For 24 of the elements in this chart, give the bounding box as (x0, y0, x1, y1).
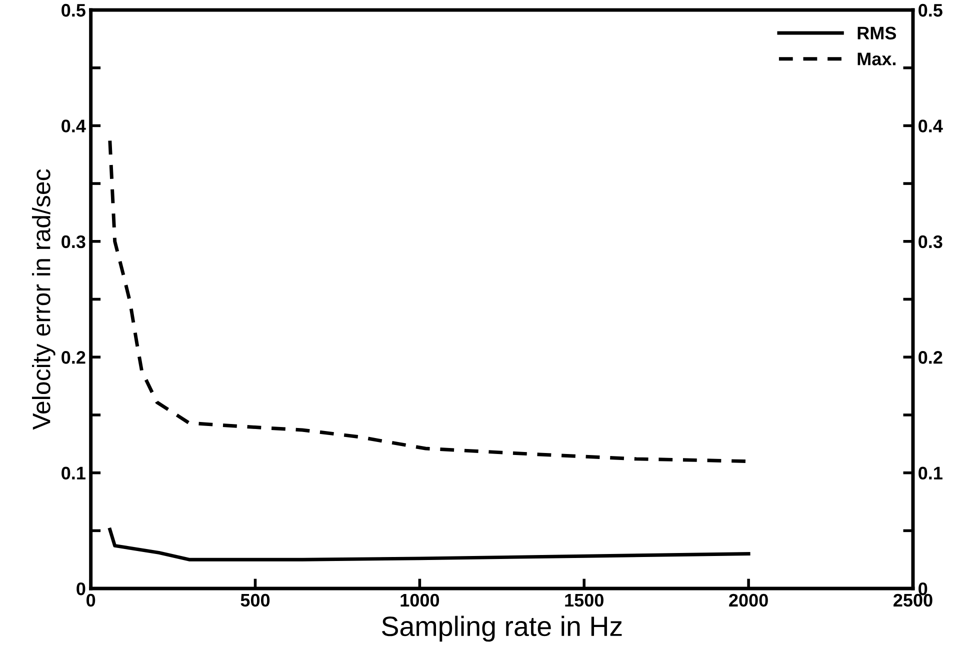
y-axis-title: Velocity error in rad/sec (32, 169, 56, 430)
legend-label: RMS (858, 26, 896, 40)
y2-tick-label: 0.1 (918, 466, 942, 480)
x-tick-label: 2000 (729, 594, 768, 607)
y-tick-label: 0.2 (62, 351, 86, 364)
x-tick-label: 1000 (400, 594, 440, 607)
y-tick-label: 0 (76, 582, 86, 596)
x-tick-label: 500 (240, 594, 270, 607)
line-series (108, 138, 748, 463)
y2-tick-label: 0.3 (918, 235, 942, 248)
line-series (108, 528, 750, 562)
y-tick-label: 0.5 (62, 4, 86, 17)
x-tick-label: 1500 (565, 594, 604, 607)
y2-tick-label: 0.4 (918, 120, 943, 132)
y-tick-label: 0.4 (62, 120, 86, 132)
x-tick-label: 2500 (894, 594, 932, 607)
legend-label: Max. (858, 52, 896, 66)
x-tick-label: 0 (86, 594, 96, 607)
y-tick-label: 0.3 (62, 235, 86, 248)
y2-tick-label: 0 (918, 582, 928, 596)
y-tick-label: 0.1 (62, 466, 86, 480)
y2-tick-label: 0.5 (918, 4, 942, 17)
y2-tick-label: 0.2 (918, 351, 942, 364)
x-axis-title: Sampling rate in Hz (382, 616, 622, 642)
